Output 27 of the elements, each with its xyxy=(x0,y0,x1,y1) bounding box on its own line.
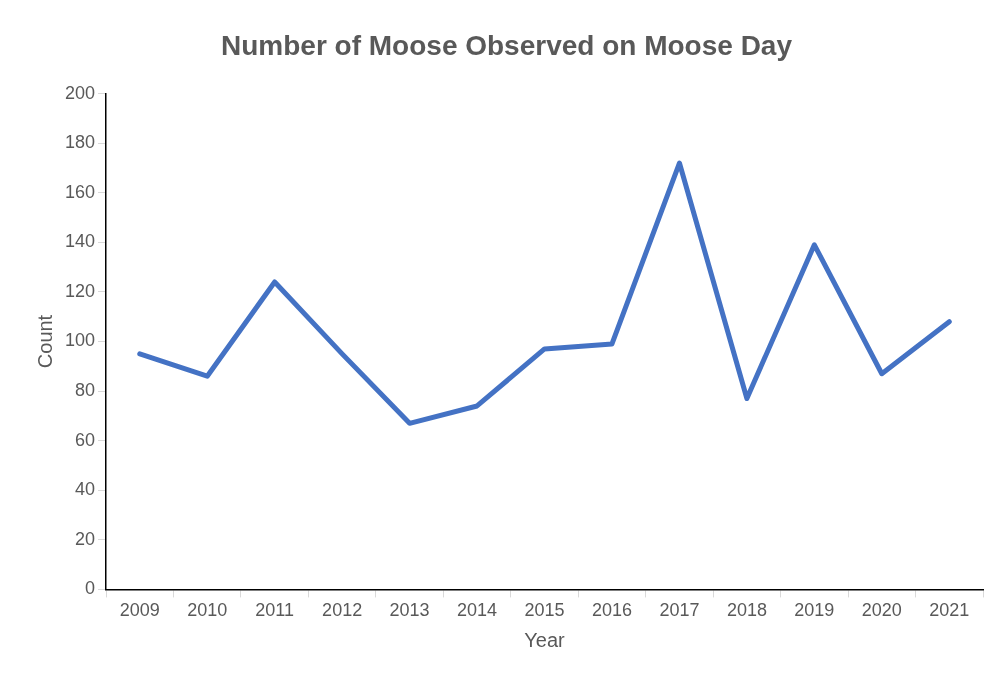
x-tick-label: 2019 xyxy=(794,600,835,621)
x-tick-label: 2010 xyxy=(187,600,228,621)
x-tick-label: 2009 xyxy=(119,600,160,621)
y-tick-label: 180 xyxy=(64,132,96,153)
y-tick-label: 0 xyxy=(85,578,96,599)
y-tick-label: 40 xyxy=(75,479,96,500)
chart-title: Number of Moose Observed on Moose Day xyxy=(221,29,793,61)
x-tick-label: 2012 xyxy=(322,600,363,621)
y-tick-label: 200 xyxy=(64,82,96,103)
y-tick-label: 100 xyxy=(64,330,96,351)
x-tick-label: 2018 xyxy=(726,600,767,621)
y-tick-label: 80 xyxy=(75,380,96,401)
y-tick-label: 60 xyxy=(75,429,96,450)
x-tick-label: 2021 xyxy=(929,600,970,621)
x-tick-label: 2016 xyxy=(591,600,632,621)
x-tick-label: 2017 xyxy=(659,600,700,621)
y-tick-label: 160 xyxy=(64,181,96,202)
x-tick-label: 2011 xyxy=(255,600,295,621)
y-axis-title: Count xyxy=(33,314,56,369)
y-tick-label: 120 xyxy=(64,280,96,301)
x-tick-label: 2015 xyxy=(524,600,565,621)
y-tick-label: 20 xyxy=(75,528,96,549)
x-tick-label: 2014 xyxy=(457,600,498,621)
x-tick-label: 2013 xyxy=(389,600,430,621)
y-tick-label: 140 xyxy=(64,231,96,252)
x-axis-title: Year xyxy=(524,628,566,651)
x-tick-label: 2020 xyxy=(861,600,902,621)
